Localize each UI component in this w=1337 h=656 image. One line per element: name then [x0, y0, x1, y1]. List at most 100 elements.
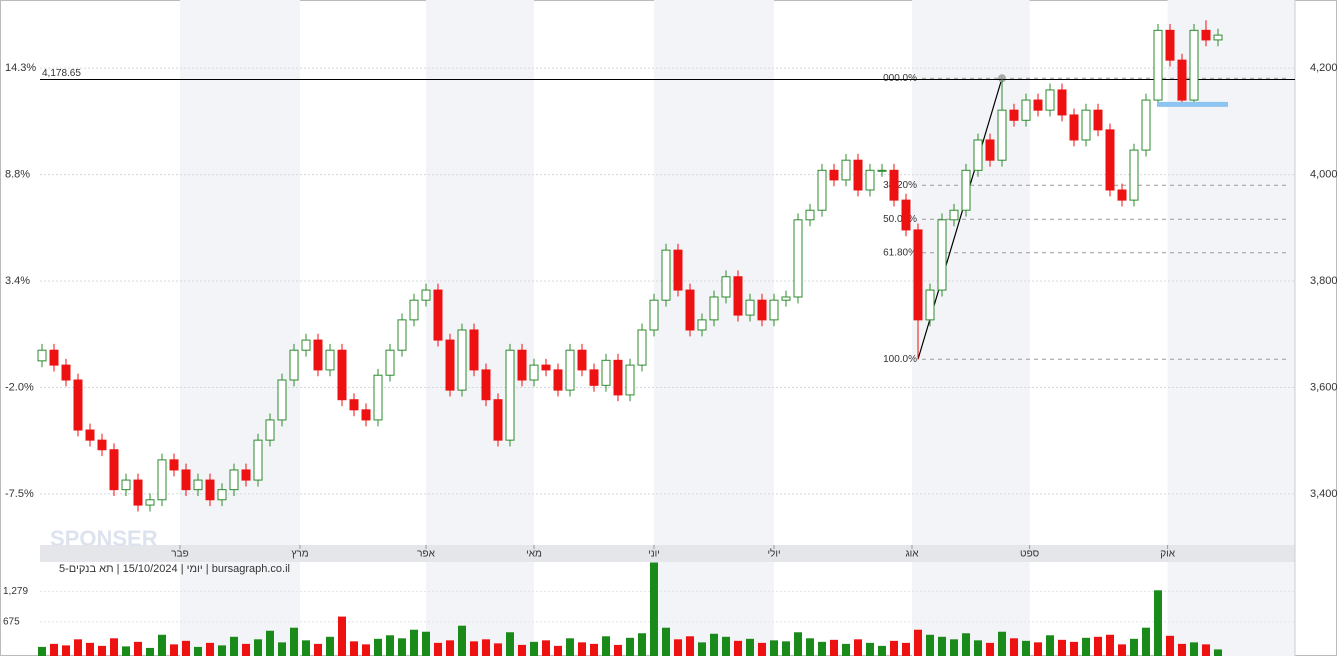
volume-bar [470, 641, 478, 656]
candle-body [193, 479, 203, 491]
x-tick-label: מרץ [291, 549, 308, 560]
volume-bar [854, 639, 862, 656]
candle-body [1093, 109, 1103, 131]
x-tick-label: מאי [526, 549, 542, 560]
volume-bar [1010, 638, 1018, 656]
month-band [180, 562, 300, 656]
volume-bar [554, 645, 562, 656]
y-tick-label: 4,000 [1310, 168, 1337, 180]
volume-bar [566, 638, 574, 656]
volume-bar [1142, 627, 1150, 656]
volume-bar [50, 643, 58, 656]
volume-bar [38, 646, 46, 656]
candle-body [325, 349, 335, 371]
candle-body [529, 364, 539, 381]
candle-body [373, 374, 383, 421]
candle-body [493, 399, 503, 441]
volume-bar [206, 642, 214, 656]
volume-bar [674, 639, 682, 656]
volume-bar [242, 643, 250, 656]
candle-body [361, 409, 371, 421]
volume-bar [458, 625, 466, 656]
candle-body [1213, 34, 1223, 41]
candle-body [1141, 99, 1151, 151]
x-tick-label: ספט [1020, 549, 1040, 560]
candle-body [661, 249, 671, 301]
volume-bar [974, 640, 982, 656]
volume-bar [1094, 636, 1102, 656]
candle-body [181, 469, 191, 491]
candle-body [853, 159, 863, 191]
volume-bar [158, 634, 166, 656]
candle-body [337, 349, 347, 401]
candle-body [397, 319, 407, 351]
volume-bar [962, 633, 970, 656]
month-band [180, 0, 300, 545]
x-tick-label: אוג [905, 549, 919, 560]
fib-label: 38.20% [883, 180, 917, 191]
candle-body [961, 169, 971, 211]
volume-bar [650, 562, 658, 656]
volume-bar [662, 627, 670, 656]
volume-bar [1058, 639, 1066, 656]
volume-bar [146, 647, 154, 656]
candle-body [49, 349, 59, 366]
volume-bar [722, 636, 730, 656]
candle-body [949, 209, 959, 221]
volume-bar [1166, 635, 1174, 656]
candle-body [97, 439, 107, 451]
volume-bar [170, 644, 178, 656]
volume-bar [1022, 640, 1030, 656]
volume-bar [314, 643, 322, 656]
candle-body [349, 399, 359, 411]
candle-body [121, 479, 131, 491]
candle-body [1009, 109, 1019, 121]
volume-bar [614, 644, 622, 656]
volume-bar [902, 642, 910, 656]
candle-body [637, 329, 647, 366]
volume-bar [122, 646, 130, 656]
candle-body [85, 429, 95, 441]
x-tick-label: יוני [648, 549, 660, 560]
x-tick-label: אוק [1160, 549, 1175, 560]
month-band [426, 0, 534, 545]
volume-bar [1130, 638, 1138, 656]
candle-body [901, 199, 911, 231]
x-tick-label: אפר [417, 549, 435, 560]
volume-bar [686, 636, 694, 656]
candle-body [721, 276, 731, 298]
volume-bar [62, 645, 70, 656]
volume-bar [1070, 641, 1078, 656]
candle-body [229, 469, 239, 491]
candle-body [469, 329, 479, 371]
volume-bar [602, 636, 610, 656]
percent-tick-label: 8.8% [5, 168, 30, 180]
volume-bar [938, 636, 946, 656]
candle-body [769, 299, 779, 321]
percent-tick-label: -7.5% [5, 488, 34, 500]
candle-body [589, 369, 599, 386]
candle-body [697, 319, 707, 331]
candle-body [205, 479, 215, 501]
candle-body [409, 299, 419, 321]
volume-bar [842, 643, 850, 656]
candle-body [157, 459, 167, 501]
volume-bar [1178, 643, 1186, 656]
x-tick-label: יולי [767, 548, 780, 560]
candle-body [577, 349, 587, 371]
volume-bar [1202, 644, 1210, 656]
watermark: SPONSER [50, 526, 158, 551]
candle-body [973, 139, 983, 171]
time-axis [40, 545, 1295, 562]
candle-body [913, 229, 923, 321]
volume-bar [482, 639, 490, 656]
volume-bar [410, 629, 418, 656]
fib-label: 100.0% [883, 354, 917, 365]
fib-label: 61.80% [883, 247, 917, 258]
volume-bar [374, 638, 382, 656]
candle-body [37, 349, 47, 362]
candle-body [421, 289, 431, 301]
candle-body [169, 459, 179, 471]
candle-body [1153, 29, 1163, 101]
volume-bar [134, 641, 142, 656]
